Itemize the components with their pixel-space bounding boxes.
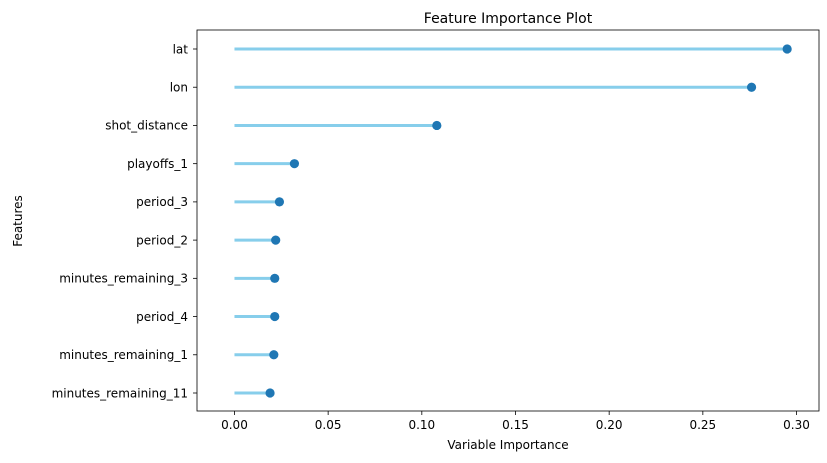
y-axis-label: Features — [11, 195, 25, 247]
y-tick-label: minutes_remaining_1 — [59, 348, 188, 362]
marker-period-3 — [274, 197, 285, 207]
y-tick-label: period_4 — [136, 310, 188, 324]
x-axis-ticks: 0.00 0.05 0.10 0.15 0.20 0.25 0.30 — [221, 411, 810, 432]
x-tick-label: 0.10 — [408, 418, 435, 432]
marker-minutes-remaining-11 — [265, 388, 275, 398]
x-tick-label: 0.25 — [689, 418, 716, 432]
y-tick-label: minutes_remaining_11 — [52, 386, 188, 400]
y-tick-label: period_2 — [136, 233, 188, 247]
y-axis-ticks: lat lon shot_distance playoffs_1 period_3per… — [52, 42, 197, 400]
marker-playoffs-1 — [289, 159, 300, 169]
markers-layer — [265, 44, 792, 398]
y-tick-label: lat — [173, 42, 189, 56]
marker-minutes-remaining-3 — [270, 273, 280, 283]
chart-title: Feature Importance Plot — [424, 11, 593, 27]
x-tick-label: 0.15 — [502, 418, 529, 432]
x-tick-label: 0.05 — [315, 418, 342, 432]
x-tick-label: 0.30 — [783, 418, 810, 432]
plot-area-frame — [196, 29, 820, 412]
marker-minutes-remaining-1 — [269, 350, 279, 360]
marker-shot-distance — [432, 120, 442, 131]
y-tick-label: shot_distance — [105, 119, 188, 133]
marker-lat — [782, 44, 792, 54]
x-axis-label: Variable Importance — [447, 438, 568, 452]
x-tick-label: 0.20 — [596, 418, 623, 432]
y-tick-label: lon — [170, 81, 188, 95]
marker-lon — [746, 82, 757, 92]
x-tick-label: 0.00 — [221, 418, 248, 432]
stems-layer — [234, 47, 788, 395]
marker-period-2 — [271, 235, 281, 245]
y-tick-label: period_3 — [136, 195, 188, 209]
y-tick-label: minutes_remaining_3 — [59, 272, 188, 286]
marker-period-4 — [270, 311, 280, 322]
y-tick-label: playoffs_1 — [127, 157, 188, 171]
